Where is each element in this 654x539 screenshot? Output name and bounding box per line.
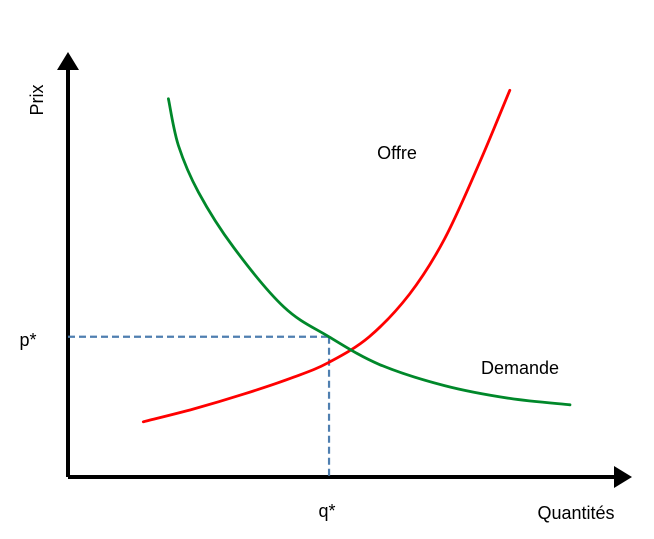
x-axis-label: Quantités: [537, 503, 614, 523]
equilibrium-price-label: p*: [19, 330, 36, 350]
supply-curve-label: Offre: [377, 143, 417, 163]
demand-curve-label: Demande: [481, 358, 559, 378]
x-axis-arrowhead: [614, 466, 632, 488]
y-axis-label: Prix: [27, 85, 47, 116]
demand-curve: [167, 97, 572, 407]
equilibrium-quantity-label: q*: [318, 501, 335, 521]
supply-curve: [141, 88, 512, 424]
y-axis-arrowhead: [57, 52, 79, 70]
